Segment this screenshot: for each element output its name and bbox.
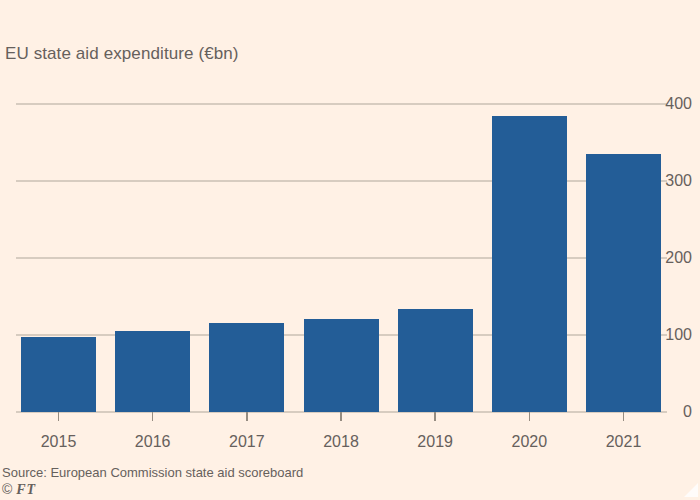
y-axis-label-400: 400 xyxy=(656,95,692,113)
y-axis-label-300: 300 xyxy=(656,172,692,190)
chart-title: EU state aid expenditure (€bn) xyxy=(5,44,239,64)
x-axis-label-2017: 2017 xyxy=(207,433,287,451)
ft-logo: FT xyxy=(16,482,36,497)
x-axis-label-2020: 2020 xyxy=(489,433,569,451)
x-tick-2018 xyxy=(340,412,342,421)
x-axis-label-2018: 2018 xyxy=(301,433,381,451)
plot-area: 2015201620172018201920202021 xyxy=(16,104,667,412)
chart-figure: EU state aid expenditure (€bn) 201520162… xyxy=(0,0,700,500)
ft-credit: © FT xyxy=(2,481,36,498)
bar-2017 xyxy=(209,323,284,412)
bar-2016 xyxy=(115,331,190,412)
expand-corner-triangle-icon[interactable] xyxy=(684,483,698,497)
x-axis-label-2015: 2015 xyxy=(19,433,99,451)
bar-2021 xyxy=(586,154,661,412)
x-tick-2015 xyxy=(58,412,60,421)
x-tick-2016 xyxy=(152,412,154,421)
x-axis-label-2019: 2019 xyxy=(395,433,475,451)
bar-2015 xyxy=(21,337,96,412)
x-tick-2021 xyxy=(623,412,625,421)
copyright-symbol: © xyxy=(2,481,12,497)
gridline-200 xyxy=(16,257,667,259)
bar-2020 xyxy=(492,116,567,412)
y-axis: 0 100 200 300 400 xyxy=(656,0,696,500)
gridline-300 xyxy=(16,180,667,182)
gridline-400 xyxy=(16,103,667,105)
bar-2018 xyxy=(304,319,379,412)
y-axis-label-0: 0 xyxy=(656,403,692,421)
x-tick-2020 xyxy=(529,412,531,421)
bar-2019 xyxy=(398,309,473,412)
y-axis-label-100: 100 xyxy=(656,326,692,344)
source-note: Source: European Commission state aid sc… xyxy=(2,465,303,480)
x-axis-label-2021: 2021 xyxy=(584,433,664,451)
x-tick-2019 xyxy=(434,412,436,421)
y-axis-label-200: 200 xyxy=(656,249,692,267)
x-axis-label-2016: 2016 xyxy=(113,433,193,451)
x-tick-2017 xyxy=(246,412,248,421)
